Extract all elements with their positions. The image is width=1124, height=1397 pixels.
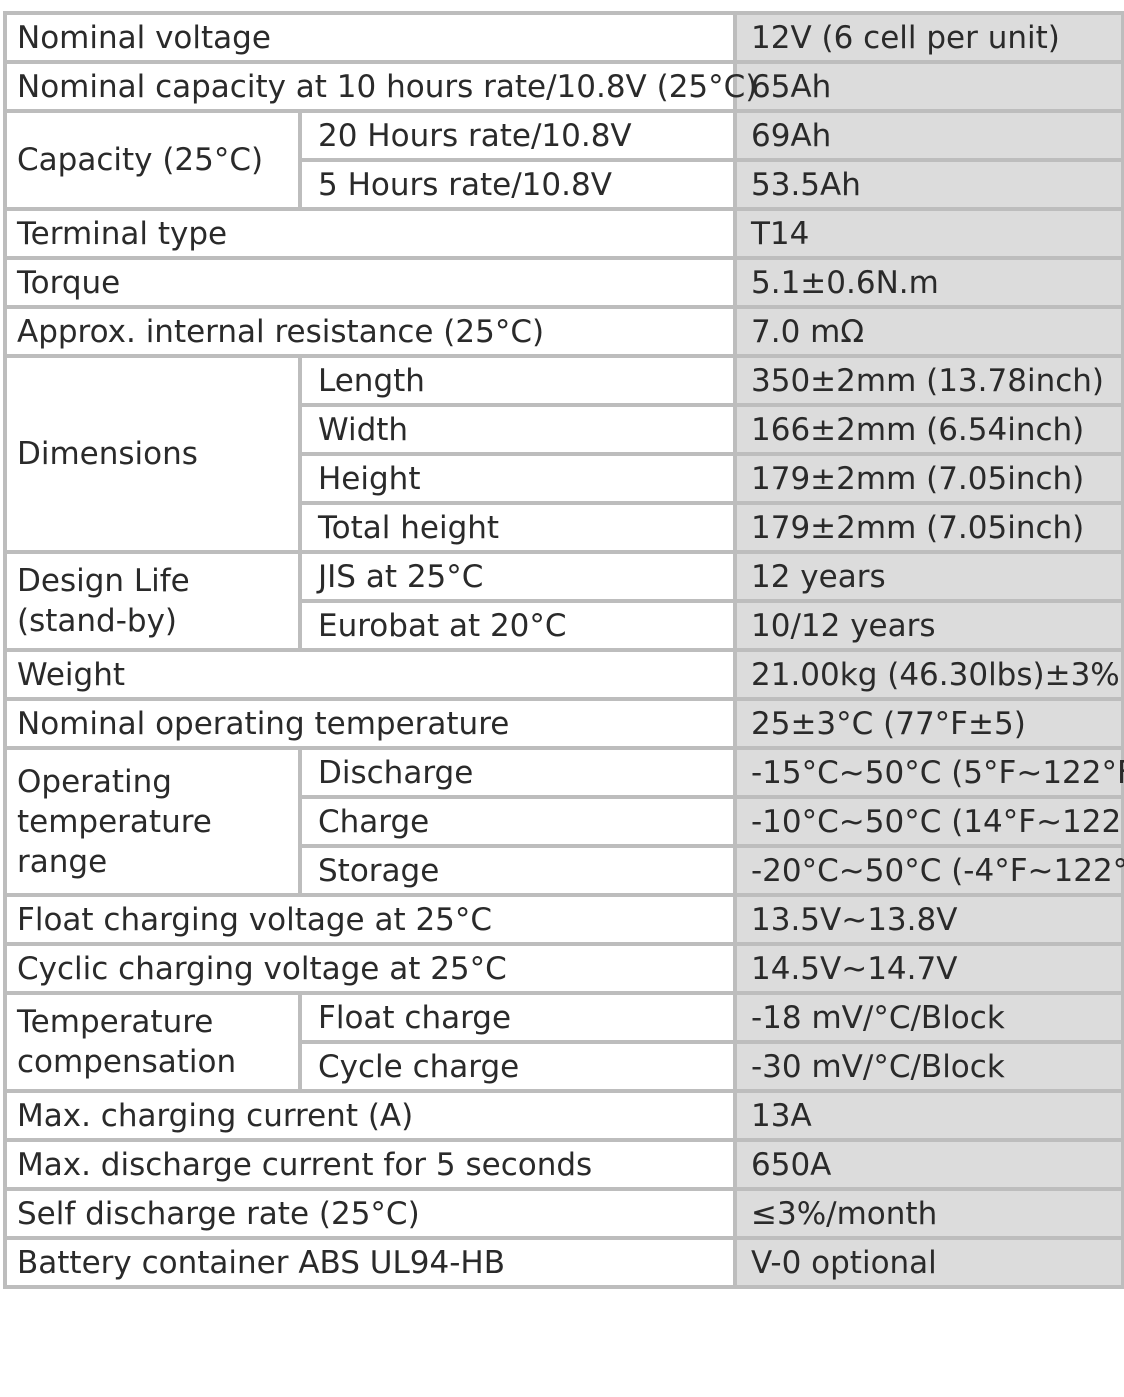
table-row: Approx. internal resistance (25°C) 7.0 m… xyxy=(5,307,1124,358)
spec-label: Max. charging current (A) xyxy=(5,1091,737,1142)
spec-label: Cyclic charging voltage at 25°C xyxy=(5,944,737,995)
spec-label: Approx. internal resistance (25°C) xyxy=(5,307,737,358)
spec-value: 25±3°C (77°F±5) xyxy=(735,699,1124,750)
spec-group-label: Capacity (25°C) xyxy=(5,111,302,211)
spec-value: T14 xyxy=(735,209,1124,260)
spec-sub-label: Cycle charge xyxy=(300,1042,737,1093)
spec-sub-label: JIS at 25°C xyxy=(300,552,737,603)
spec-group-label: Operating temperature range xyxy=(5,748,302,897)
spec-value: V-0 optional xyxy=(735,1238,1124,1289)
table-row: Cycle charge -30 mV/°C/Block xyxy=(5,1042,1124,1093)
spec-group-label: Temperature compensation xyxy=(5,993,302,1093)
spec-value: 21.00kg (46.30lbs)±3% xyxy=(735,650,1124,701)
spec-value: 179±2mm (7.05inch) xyxy=(735,454,1124,505)
spec-label: Self discharge rate (25°C) xyxy=(5,1189,737,1240)
spec-sub-label: Total height xyxy=(300,503,737,554)
spec-sub-label: Length xyxy=(300,356,737,407)
table-row: Height 179±2mm (7.05inch) xyxy=(5,454,1124,505)
spec-value: 13A xyxy=(735,1091,1124,1142)
spec-value: 350±2mm (13.78inch) xyxy=(735,356,1124,407)
spec-value: 179±2mm (7.05inch) xyxy=(735,503,1124,554)
spec-label: Nominal operating temperature xyxy=(5,699,737,750)
table-row: Temperature compensation Float charge -1… xyxy=(5,993,1124,1093)
table-row: Width 166±2mm (6.54inch) xyxy=(5,405,1124,456)
table-row: Terminal type T14 xyxy=(5,209,1124,260)
table-row: Max. charging current (A) 13A xyxy=(5,1091,1124,1142)
table-row: Nominal capacity at 10 hours rate/10.8V … xyxy=(5,62,1124,113)
spec-label: Terminal type xyxy=(5,209,737,260)
spec-value: 65Ah xyxy=(735,62,1124,113)
table-row: Max. discharge current for 5 seconds 650… xyxy=(5,1140,1124,1191)
spec-value: 14.5V~14.7V xyxy=(735,944,1124,995)
spec-sub-label: Float charge xyxy=(300,993,737,1044)
spec-value: 166±2mm (6.54inch) xyxy=(735,405,1124,456)
spec-value: 53.5Ah xyxy=(735,160,1124,211)
spec-value: 5.1±0.6N.m xyxy=(735,258,1124,309)
table-row: Torque 5.1±0.6N.m xyxy=(5,258,1124,309)
spec-sub-label: Height xyxy=(300,454,737,505)
spec-value: -20°C~50°C (-4°F~122°F) xyxy=(735,846,1124,897)
spec-value: -15°C~50°C (5°F~122°F) xyxy=(735,748,1124,799)
spec-sub-label: 20 Hours rate/10.8V xyxy=(300,111,737,162)
spec-sub-label: Eurobat at 20°C xyxy=(300,601,737,652)
table-row: Nominal voltage 12V (6 cell per unit) xyxy=(5,13,1124,64)
table-row: Charge -10°C~50°C (14°F~122°F) xyxy=(5,797,1124,848)
spec-label: Torque xyxy=(5,258,737,309)
table-row: 5 Hours rate/10.8V 53.5Ah xyxy=(5,160,1124,211)
table-row: Self discharge rate (25°C) ≤3%/month xyxy=(5,1189,1124,1240)
spec-value: 12V (6 cell per unit) xyxy=(735,13,1124,64)
spec-sub-label: Storage xyxy=(300,846,737,897)
spec-value: 13.5V~13.8V xyxy=(735,895,1124,946)
spec-label: Battery container ABS UL94-HB xyxy=(5,1238,737,1289)
spec-sub-label: 5 Hours rate/10.8V xyxy=(300,160,737,211)
spec-group-label: Dimensions xyxy=(5,356,302,554)
table-row: Storage -20°C~50°C (-4°F~122°F) xyxy=(5,846,1124,897)
table-row: Dimensions Length 350±2mm (13.78inch) xyxy=(5,356,1124,554)
spec-value: -18 mV/°C/Block xyxy=(735,993,1124,1044)
table-row: Weight 21.00kg (46.30lbs)±3% xyxy=(5,650,1124,701)
table-row: Operating temperature range Discharge -1… xyxy=(5,748,1124,897)
table-row: Battery container ABS UL94-HB V-0 option… xyxy=(5,1238,1124,1289)
spec-value: 7.0 mΩ xyxy=(735,307,1124,358)
spec-label: Float charging voltage at 25°C xyxy=(5,895,737,946)
spec-value: 10/12 years xyxy=(735,601,1124,652)
spec-sub-label: Width xyxy=(300,405,737,456)
spec-value: 650A xyxy=(735,1140,1124,1191)
spec-group-label: Design Life (stand-by) xyxy=(5,552,302,652)
battery-spec-table: Nominal voltage 12V (6 cell per unit) No… xyxy=(3,11,1124,1289)
spec-label: Weight xyxy=(5,650,737,701)
spec-sub-label: Discharge xyxy=(300,748,737,799)
spec-label: Max. discharge current for 5 seconds xyxy=(5,1140,737,1191)
spec-value: -10°C~50°C (14°F~122°F) xyxy=(735,797,1124,848)
spec-sub-label: Charge xyxy=(300,797,737,848)
spec-label: Nominal capacity at 10 hours rate/10.8V … xyxy=(5,62,757,113)
table-row: Capacity (25°C) 20 Hours rate/10.8V 69Ah xyxy=(5,111,1124,211)
table-row: Total height 179±2mm (7.05inch) xyxy=(5,503,1124,554)
spec-value: -30 mV/°C/Block xyxy=(735,1042,1124,1093)
table-row: Eurobat at 20°C 10/12 years xyxy=(5,601,1124,652)
table-row: Float charging voltage at 25°C 13.5V~13.… xyxy=(5,895,1124,946)
table-row: Nominal operating temperature 25±3°C (77… xyxy=(5,699,1124,750)
table-row: Cyclic charging voltage at 25°C 14.5V~14… xyxy=(5,944,1124,995)
spec-label: Nominal voltage xyxy=(5,13,737,64)
spec-value: 69Ah xyxy=(735,111,1124,162)
spec-value: 12 years xyxy=(735,552,1124,603)
spec-value: ≤3%/month xyxy=(735,1189,1124,1240)
table-row: Design Life (stand-by) JIS at 25°C 12 ye… xyxy=(5,552,1124,652)
